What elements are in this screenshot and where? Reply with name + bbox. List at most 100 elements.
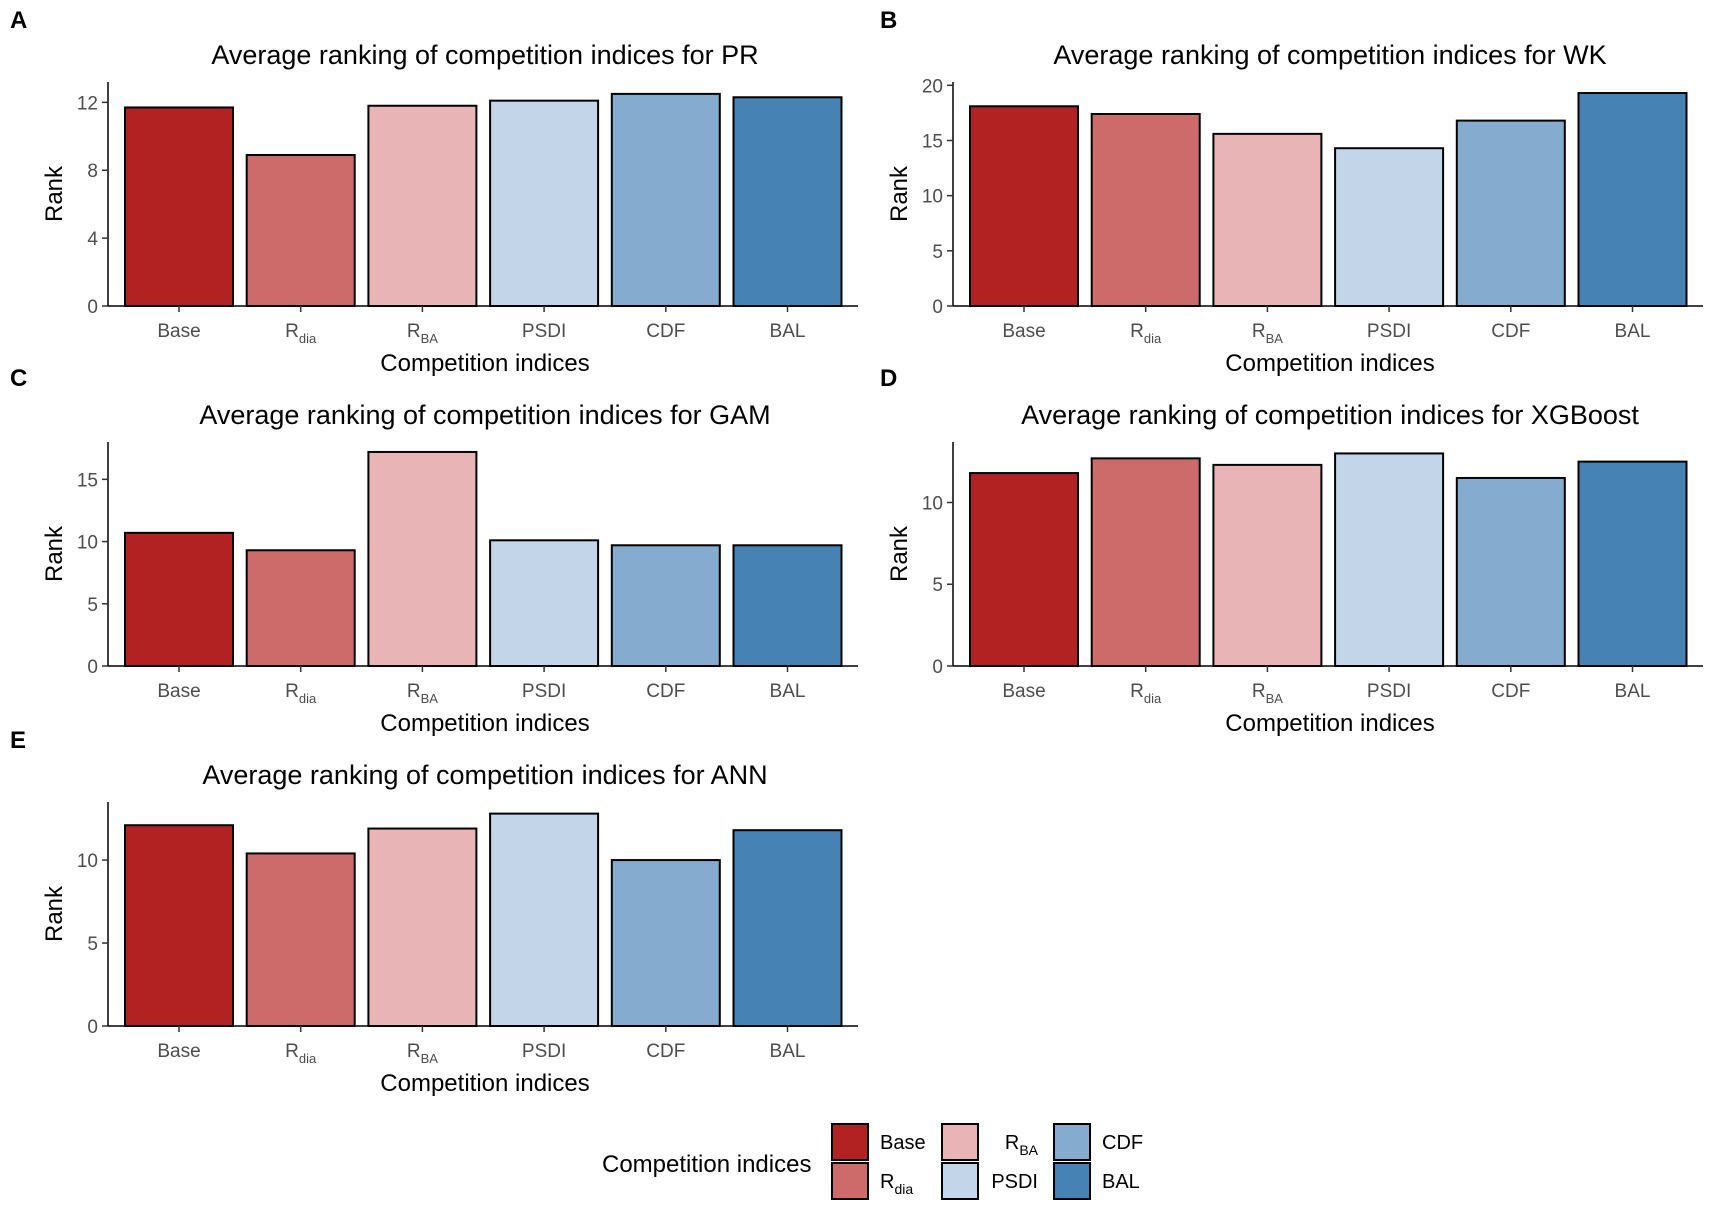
bar xyxy=(1455,119,1566,307)
bar xyxy=(1334,452,1445,668)
chart-panel-a: A Average ranking of competition indices … xyxy=(10,7,858,377)
y-tick-label: 15 xyxy=(922,131,943,152)
y-tick-label: 0 xyxy=(87,657,98,678)
x-tick-label: Base xyxy=(157,1041,200,1062)
x-tick-label: Rdia xyxy=(1130,681,1162,706)
bar xyxy=(367,450,478,668)
bar xyxy=(124,106,234,307)
y-tick-label: 0 xyxy=(932,657,943,678)
x-tick-label: Base xyxy=(157,321,200,342)
x-tick-label: PSDI xyxy=(522,321,566,342)
y-tick-label: 12 xyxy=(77,93,98,114)
x-tick-label: Rdia xyxy=(285,1041,317,1066)
bar xyxy=(969,105,1079,307)
legend-label: Rdia xyxy=(880,1171,913,1197)
bar xyxy=(732,96,843,308)
x-tick-label: RBA xyxy=(407,681,438,706)
chart-title: Average ranking of competition indices f… xyxy=(202,760,767,790)
x-tick-label: CDF xyxy=(646,321,685,342)
x-tick-label: PSDI xyxy=(1367,681,1411,702)
legend-label: CDF xyxy=(1102,1132,1143,1154)
chart-panel-e: E Average ranking of competition indices … xyxy=(10,727,858,1097)
y-tick-label: 4 xyxy=(87,229,98,250)
chart-panels: A Average ranking of competition indices … xyxy=(10,7,1703,1097)
bar xyxy=(1577,92,1688,307)
bar xyxy=(367,104,478,308)
chart-title: Average ranking of competition indices f… xyxy=(1053,40,1606,70)
bar xyxy=(245,852,356,1027)
bar xyxy=(610,859,721,1027)
x-tick-label: PSDI xyxy=(1367,321,1411,342)
x-tick-label: Base xyxy=(157,681,200,702)
bar xyxy=(732,544,843,668)
y-tick-label: 10 xyxy=(77,851,98,872)
panel-letter: E xyxy=(10,727,26,754)
x-tick-label: CDF xyxy=(1491,321,1530,342)
x-tick-label: CDF xyxy=(1491,681,1530,702)
chart-title: Average ranking of competition indices f… xyxy=(211,40,758,70)
legend-key xyxy=(941,1123,979,1161)
bar xyxy=(610,544,721,668)
bar xyxy=(610,92,721,307)
x-tick-label: Rdia xyxy=(1130,321,1162,346)
bar xyxy=(1334,147,1445,307)
bar xyxy=(124,824,234,1027)
chart-panel-c: C Average ranking of competition indices … xyxy=(10,365,858,737)
y-tick-label: 5 xyxy=(932,242,943,263)
x-tick-label: BAL xyxy=(770,1041,806,1062)
bar xyxy=(1455,476,1566,667)
bar xyxy=(489,99,600,307)
y-axis-title: Rank xyxy=(41,525,68,582)
x-tick-label: BAL xyxy=(770,321,806,342)
x-tick-label: RBA xyxy=(1252,681,1283,706)
y-axis-title: Rank xyxy=(41,165,68,222)
x-tick-label: RBA xyxy=(407,321,438,346)
chart-panel-d: D Average ranking of competition indices … xyxy=(880,365,1703,737)
bar xyxy=(1090,457,1201,667)
bar xyxy=(124,531,234,667)
y-tick-label: 5 xyxy=(932,575,943,596)
legend-label: BAL xyxy=(1102,1171,1140,1193)
chart-title: Average ranking of competition indices f… xyxy=(1021,400,1639,430)
legend-title: Competition indices xyxy=(602,1151,811,1178)
x-axis-title: Competition indices xyxy=(380,350,589,377)
bar xyxy=(245,549,356,667)
x-tick-label: CDF xyxy=(646,1041,685,1062)
bar xyxy=(969,472,1079,668)
y-axis-title: Rank xyxy=(886,165,913,222)
bar xyxy=(489,539,600,667)
legend-key xyxy=(941,1162,979,1200)
x-tick-label: BAL xyxy=(1615,681,1651,702)
bar xyxy=(1212,132,1323,307)
bar xyxy=(1090,113,1201,307)
panel-letter: B xyxy=(880,7,897,34)
bar xyxy=(1212,463,1323,667)
x-axis-title: Competition indices xyxy=(1225,350,1434,377)
y-tick-label: 8 xyxy=(87,161,98,182)
legend-key xyxy=(831,1162,869,1200)
bar xyxy=(489,812,600,1027)
chart-panel-b: B Average ranking of competition indices … xyxy=(880,7,1703,377)
legend-label: Base xyxy=(880,1132,926,1154)
bar xyxy=(1577,460,1688,667)
x-tick-label: Rdia xyxy=(285,321,317,346)
panel-letter: C xyxy=(10,365,27,392)
x-axis-title: Competition indices xyxy=(1225,710,1434,737)
y-tick-label: 5 xyxy=(87,934,98,955)
y-tick-label: 10 xyxy=(922,187,943,208)
y-tick-label: 5 xyxy=(87,595,98,616)
legend: Competition indices Base Rdia RBA PSDI CDF BAL xyxy=(602,1123,1143,1200)
bar xyxy=(245,153,356,307)
x-tick-label: RBA xyxy=(407,1041,438,1066)
y-axis-title: Rank xyxy=(886,525,913,582)
y-tick-label: 0 xyxy=(87,1017,98,1038)
x-tick-label: CDF xyxy=(646,681,685,702)
x-tick-label: Base xyxy=(1002,681,1045,702)
x-tick-label: PSDI xyxy=(522,681,566,702)
panel-letter: D xyxy=(880,365,897,392)
bar xyxy=(732,829,843,1027)
legend-label: PSDI xyxy=(991,1171,1038,1193)
x-tick-label: Rdia xyxy=(285,681,317,706)
y-axis-title: Rank xyxy=(41,885,68,942)
y-tick-label: 10 xyxy=(77,533,98,554)
